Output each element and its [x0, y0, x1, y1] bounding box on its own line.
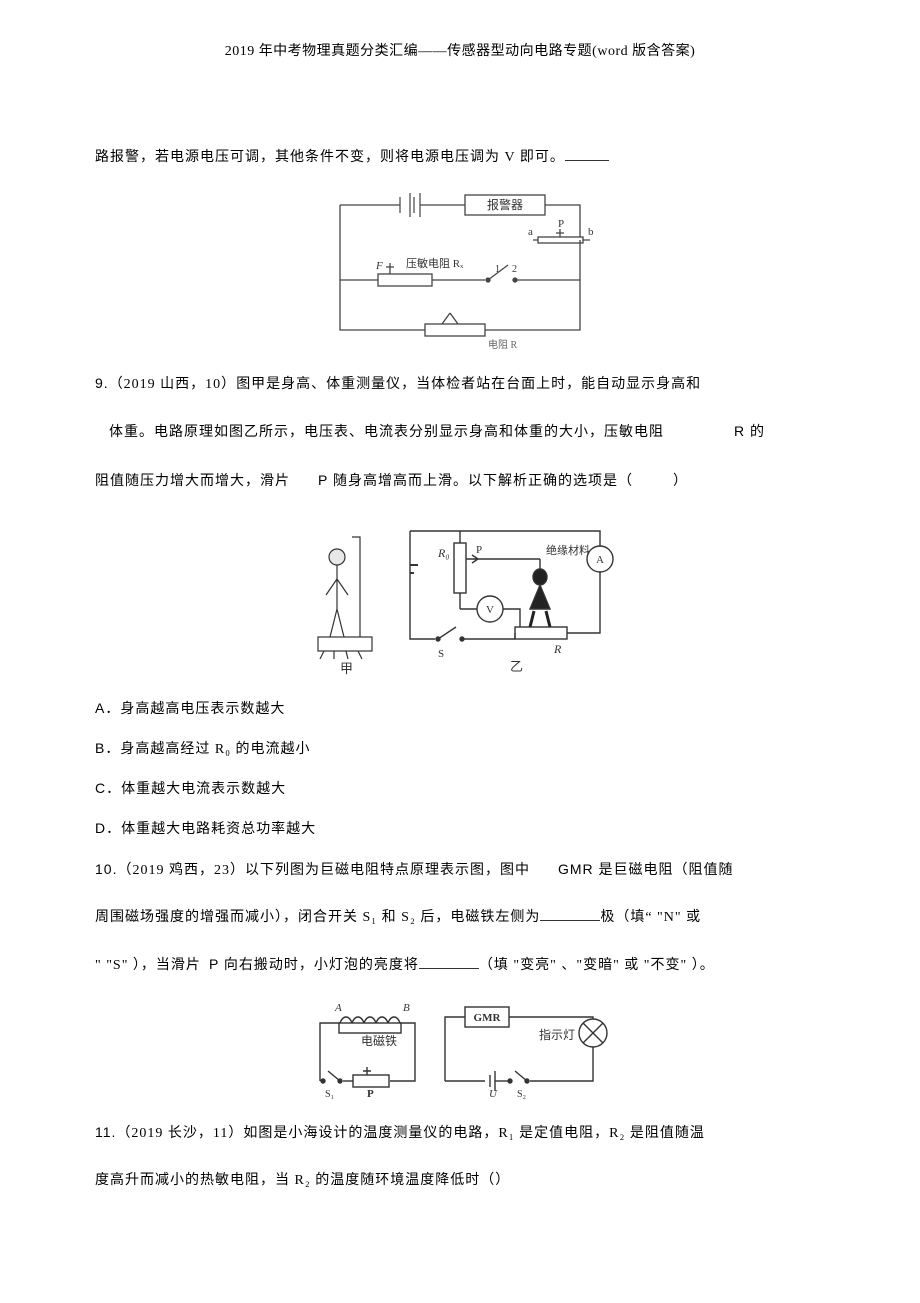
label-jia: 甲	[340, 661, 353, 676]
label-p: P	[558, 218, 564, 230]
label-indicator: 指示灯	[539, 1027, 575, 1042]
label-2: 2	[512, 264, 517, 275]
label-a: a	[528, 226, 533, 238]
q9-line2: 体重。电路原理如图乙所示，电压表、电流表分别显示身高和体重的大小，压敏电阻R 的	[95, 412, 825, 452]
q9-opt-d: D．体重越大电路耗资总功率越大	[95, 809, 825, 849]
q11-line1: 11.（2019 长沙，11）如图是小海设计的温度测量仪的电路，R₁ 是定值电阻…	[95, 1113, 825, 1153]
page-header: 2019 年中考物理真题分类汇编——传感器型动向电路专题(word 版含答案)	[95, 40, 825, 60]
q10-line1: 10.（2019 鸡西，23）以下列图为巨磁电阻特点原理表示图，图中GMR 是巨…	[95, 850, 825, 890]
blank-pole	[540, 907, 600, 921]
label-a2: A	[596, 554, 604, 566]
label-p3: P	[367, 1088, 374, 1100]
label-s1: S₁	[325, 1089, 334, 1100]
blank-brightness	[419, 955, 479, 969]
figure-gmr-circuit: A B GMR 电磁铁 指示灯 S₁ P U S₂	[295, 993, 625, 1101]
q9-line3: 阻值随压力增大而增大，滑片P 随身高增高而上滑。以下解析正确的选项是（）	[95, 461, 825, 501]
q10-line2: 周围磁场强度的增强而减小），闭合开关 S₁ 和 S₂ 后，电磁铁左侧为极（填“ …	[95, 898, 825, 937]
label-r0: R₀	[437, 546, 450, 560]
label-insulator: 绝缘材料	[546, 543, 590, 557]
q9-opt-c: C．体重越大电流表示数越大	[95, 769, 825, 809]
header-title: 2019 年中考物理真题分类汇编——传感器型动向电路专题(word 版含答案)	[225, 44, 696, 59]
label-b: b	[588, 226, 594, 238]
label-1: 1	[495, 264, 500, 275]
label-electromagnet: 电磁铁	[361, 1033, 397, 1048]
label-alarm: 报警器	[487, 197, 523, 212]
label-v: V	[486, 604, 494, 616]
intro-fragment: 路报警，若电源电压可调，其他条件不变，则将电源电压调为 V 即可。	[95, 138, 825, 177]
label-u: U	[489, 1088, 498, 1100]
label-rx: 压敏电阻 Rₓ	[406, 256, 464, 270]
label-gmr: GMR	[474, 1012, 502, 1024]
figure-height-weight: 甲 R₀ P 绝缘材料 V A S R 乙	[290, 509, 630, 677]
figure-alarm-circuit: 报警器 压敏电阻 Rₓ a P b F 1 2 电阻 R	[310, 185, 610, 352]
q10-line3: " "S" ），当滑片P 向右搬动时，小灯泡的亮度将（填 "变亮" 、"变暗" …	[95, 945, 825, 985]
q11-line2: 度高升而减小的热敏电阻，当 R₂ 的温度随环境温度降低时（）	[95, 1161, 825, 1200]
label-yi: 乙	[510, 659, 523, 674]
label-s: S	[438, 648, 444, 660]
label-A3: A	[334, 1002, 342, 1014]
label-bottom-r: 电阻 R	[488, 338, 518, 351]
q9-opt-a: A．身高越高电压表示数越大	[95, 689, 825, 729]
q9-line1: 9.（2019 山西，10）图甲是身高、体重测量仪，当体检者站在台面上时，能自动…	[95, 364, 825, 404]
label-s2: S₂	[517, 1089, 526, 1100]
label-r: R	[553, 642, 562, 656]
label-f: F	[375, 260, 383, 272]
q9-opt-b: B．身高越高经过 R₀ 的电流越小	[95, 729, 825, 769]
label-p2: P	[476, 544, 482, 556]
blank-voltage	[565, 147, 609, 161]
label-B3: B	[403, 1002, 410, 1014]
